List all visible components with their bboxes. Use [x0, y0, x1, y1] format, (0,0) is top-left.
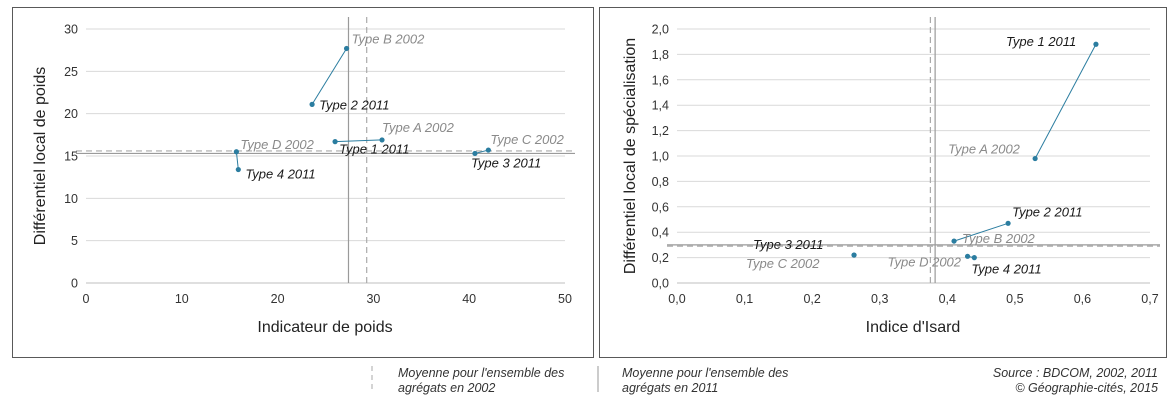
data-point [235, 166, 241, 173]
y-tick-label: 0,4 [652, 226, 669, 240]
point-label: Type B 2002 [352, 31, 426, 46]
data-point [964, 253, 971, 259]
data-point [971, 255, 977, 261]
y-tick-label: 20 [64, 107, 78, 121]
data-point [851, 252, 857, 258]
legend-mean-2011: Moyenne pour l'ensemble des agrégats en … [622, 366, 789, 395]
point-label: Type C 2002 [746, 256, 820, 271]
y-tick-label: 25 [64, 65, 78, 79]
x-tick-label: 0,7 [1141, 292, 1158, 306]
y-tick-label: 0,2 [652, 251, 669, 265]
y-tick-label: 1,0 [652, 150, 669, 164]
panel-frame-right [599, 7, 1167, 358]
point-label: Type D 2002 [888, 254, 962, 269]
x-tick-label: 0,1 [736, 292, 753, 306]
data-point [1032, 155, 1038, 162]
x-tick-label: 0,2 [803, 292, 820, 306]
data-point [485, 147, 491, 153]
data-point [233, 149, 240, 155]
point-label: Type 2 2011 [1012, 204, 1082, 219]
data-point [379, 137, 385, 143]
x-axis-title: Indicateur de poids [257, 319, 392, 336]
data-point [951, 238, 957, 244]
x-tick-label: 0,3 [871, 292, 888, 306]
pair-connector [953, 222, 1009, 242]
point-label: Type C 2002 [490, 132, 564, 147]
point-label: Type 4 2011 [245, 167, 315, 182]
point-label: Type 3 2011 [753, 237, 823, 252]
data-point [332, 139, 338, 145]
point-label: Type 1 2011 [339, 142, 409, 157]
x-tick-label: 50 [558, 292, 572, 306]
x-tick-label: 0,0 [668, 292, 685, 306]
y-tick-label: 1,8 [652, 48, 669, 62]
y-tick-label: 10 [64, 192, 78, 206]
y-tick-label: 2,0 [652, 23, 669, 37]
pair-connector [335, 139, 383, 143]
x-axis-title: Indice d'Isard [866, 319, 961, 336]
y-axis-title: Différentiel local de spécialisation [622, 38, 639, 274]
pair-connector [1034, 44, 1097, 159]
point-label: Type B 2002 [962, 231, 1036, 246]
x-tick-label: 30 [366, 292, 380, 306]
x-tick-label: 0 [83, 292, 90, 306]
pair-connector [311, 48, 348, 105]
point-label: Type A 2002 [948, 142, 1021, 157]
x-tick-label: 0,5 [1006, 292, 1023, 306]
x-tick-label: 0,4 [939, 292, 956, 306]
y-tick-label: 0,8 [652, 175, 669, 189]
chart-left: 0 5 10 15 20 25 30 0 10 20 30 40 50 Indicateur de poi… [32, 17, 575, 336]
point-label: Type 2 2011 [319, 97, 389, 112]
y-tick-label: 30 [64, 23, 78, 37]
data-point [472, 150, 478, 157]
data-point [1005, 220, 1011, 226]
y-tick-label: 1,2 [652, 124, 669, 138]
pair-connector [235, 151, 239, 170]
y-tick-label: 5 [71, 234, 78, 248]
point-label: Type 4 2011 [971, 262, 1041, 277]
y-tick-label: 0,0 [652, 277, 669, 291]
y-tick-label: 15 [64, 150, 78, 164]
x-tick-label: 0,6 [1074, 292, 1091, 306]
data-point [1093, 41, 1099, 47]
y-axis-title: Différentiel local de poids [32, 67, 49, 245]
data-point [309, 101, 315, 107]
point-label: Type A 2002 [382, 120, 455, 135]
data-point [343, 45, 350, 52]
x-tick-label: 10 [175, 292, 189, 306]
point-label: Type D 2002 [240, 137, 314, 152]
x-tick-label: 40 [462, 292, 476, 306]
point-label: Type 1 2011 [1006, 34, 1076, 49]
y-tick-label: 0,6 [652, 200, 669, 214]
y-tick-label: 0 [71, 277, 78, 291]
y-tick-label: 1,6 [652, 73, 669, 87]
point-label: Type 3 2011 [471, 155, 541, 170]
x-tick-label: 20 [271, 292, 285, 306]
source-line-2: © Géographie-cités, 2015 [1015, 381, 1158, 395]
legend-mean-2002: Moyenne pour l'ensemble des agrégats en … [398, 366, 565, 395]
panel-frame-left [12, 7, 594, 358]
y-tick-label: 1,4 [652, 99, 669, 113]
source-line-1: Source : BDCOM, 2002, 2011 [992, 366, 1158, 380]
chart-right: 0,0 0,2 0,4 0,6 0,8 1,0 1,2 1,4 1,6 1,8 2,0 0,0 0,1 0… [622, 17, 1160, 336]
